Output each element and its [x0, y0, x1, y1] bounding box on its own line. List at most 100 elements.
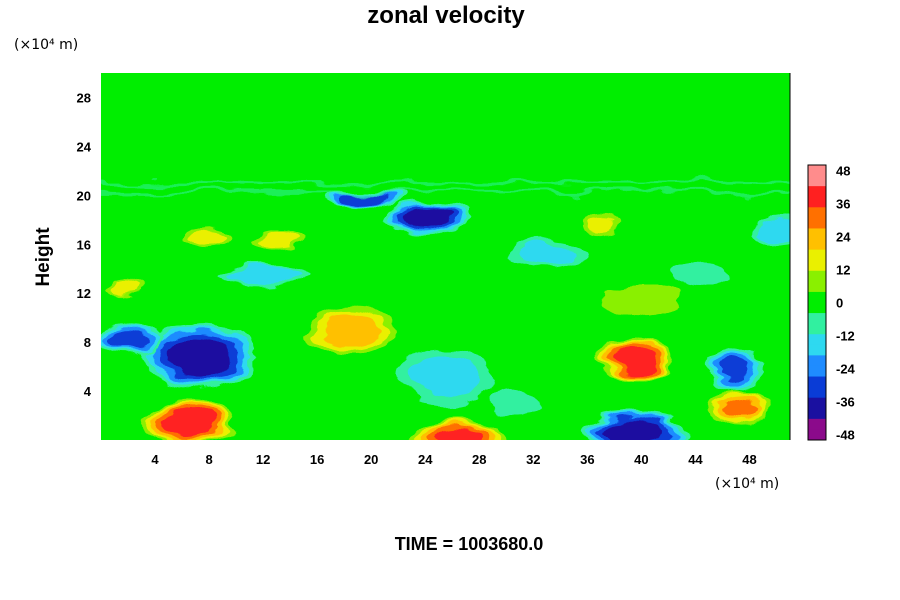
colorbar-swatch: [808, 376, 826, 388]
colorbar-swatch: [808, 175, 826, 187]
x-tick-label: 28: [472, 452, 486, 467]
x-tick-label: 32: [526, 452, 540, 467]
colorbar-frame: [807, 164, 827, 441]
tropopause-band: [101, 191, 790, 195]
contour-level: [722, 398, 758, 419]
velocity-feature: [101, 324, 162, 355]
velocity-feature: [251, 229, 308, 250]
velocity-feature: [489, 387, 537, 420]
velocity-feature: [603, 284, 680, 315]
x-tick-label: 12: [256, 452, 270, 467]
colorbar-swatch: [808, 249, 826, 261]
colorbar-swatch: [808, 408, 826, 420]
colorbar-swatch: [808, 217, 826, 229]
contour-level: [603, 284, 680, 315]
x-tick-label: 20: [364, 452, 378, 467]
x-tick-label: 48: [742, 452, 756, 467]
colorbar-tick-label: 48: [836, 164, 850, 179]
velocity-feature: [412, 418, 506, 440]
colorbar-swatch: [808, 323, 826, 335]
colorbar-swatch: [808, 281, 826, 293]
contour-level: [408, 354, 483, 399]
y-tick-label: 12: [77, 286, 91, 301]
colorbar-tick-label: 36: [836, 197, 850, 212]
colorbar-swatch: [808, 207, 826, 219]
colorbar-tick-label: -24: [836, 362, 856, 377]
colorbar-ticks: 48 36 24 12 0 -12 -24 -36 -48: [836, 164, 856, 443]
colorbar: [807, 164, 827, 441]
colorbar-swatch: [808, 429, 826, 441]
y-tick-label: 4: [84, 384, 92, 399]
tropopause-band: [101, 181, 790, 185]
colorbar-swatch: [808, 302, 826, 314]
colorbar-swatch: [808, 334, 826, 346]
x-tick-label: 4: [151, 452, 159, 467]
velocity-feature: [598, 336, 671, 382]
x-tick-label: 8: [205, 452, 212, 467]
velocity-feature: [383, 199, 467, 235]
colorbar-swatch: [808, 260, 826, 272]
contour-level: [719, 354, 753, 379]
velocity-feature: [754, 216, 790, 248]
colorbar-swatch: [808, 291, 826, 303]
velocity-feature: [186, 224, 232, 252]
colorbar-swatch: [808, 344, 826, 356]
contour-level: [672, 261, 732, 289]
x-tick-label: 44: [688, 452, 703, 467]
x-tick-label: 16: [310, 452, 324, 467]
contour-level: [586, 216, 615, 233]
x-tick-label: 36: [580, 452, 594, 467]
contour-level: [229, 266, 298, 283]
contour-level: [108, 330, 149, 349]
y-tick-label: 28: [77, 90, 91, 105]
velocity-feature: [580, 412, 690, 440]
time-label: TIME = 1003680.0: [395, 534, 544, 554]
contour-level: [321, 313, 380, 347]
velocity-feature: [705, 343, 767, 390]
colorbar-swatch: [808, 196, 826, 208]
contour-level: [401, 207, 450, 228]
x-tick-label: 40: [634, 452, 648, 467]
velocity-feature: [581, 213, 621, 236]
velocity-feature: [142, 401, 236, 440]
colorbar-tick-label: 24: [836, 230, 851, 245]
contour-level: [341, 193, 388, 202]
contour-level: [603, 421, 666, 440]
velocity-feature: [709, 390, 771, 426]
colorbar-tick-label: -12: [836, 329, 855, 344]
velocity-feature: [672, 261, 732, 289]
y-axis-unit: (×10⁴ m): [14, 37, 78, 53]
y-tick-label: 24: [77, 139, 92, 154]
velocity-feature: [396, 347, 495, 406]
colorbar-swatch: [808, 418, 826, 430]
x-axis-unit: (×10⁴ m): [715, 476, 779, 492]
contour-level: [436, 428, 482, 440]
colorbar-swatch: [808, 270, 826, 282]
velocity-feature: [508, 241, 586, 272]
colorbar-swatch: [808, 165, 826, 177]
colorbar-tick-label: 0: [836, 296, 843, 311]
velocity-feature: [108, 280, 143, 297]
contour-level: [489, 387, 537, 420]
colorbar-tick-label: -48: [836, 428, 855, 443]
colorbar-swatch: [808, 186, 826, 198]
colorbar-swatch: [808, 313, 826, 325]
velocity-feature: [219, 264, 307, 285]
colorbar-swatch: [808, 239, 826, 251]
contour-level: [163, 411, 215, 435]
y-tick-label: 20: [77, 188, 91, 203]
contour-level: [518, 245, 575, 268]
colorbar-swatch: [808, 355, 826, 367]
y-axis-label: Height: [33, 227, 54, 287]
x-axis-ticks: 4 8 12 16 20 24 28 32 36 40 44 48: [151, 452, 756, 467]
contour-level: [191, 227, 227, 249]
colorbar-tick-label: 12: [836, 263, 850, 278]
chart-title: zonal velocity: [367, 2, 525, 29]
contour-level: [614, 347, 655, 372]
contour-level: [758, 219, 790, 245]
x-tick-label: 24: [418, 452, 433, 467]
y-tick-label: 8: [84, 335, 91, 350]
colorbar-tick-label: -36: [836, 395, 855, 410]
contour-level: [167, 339, 230, 375]
